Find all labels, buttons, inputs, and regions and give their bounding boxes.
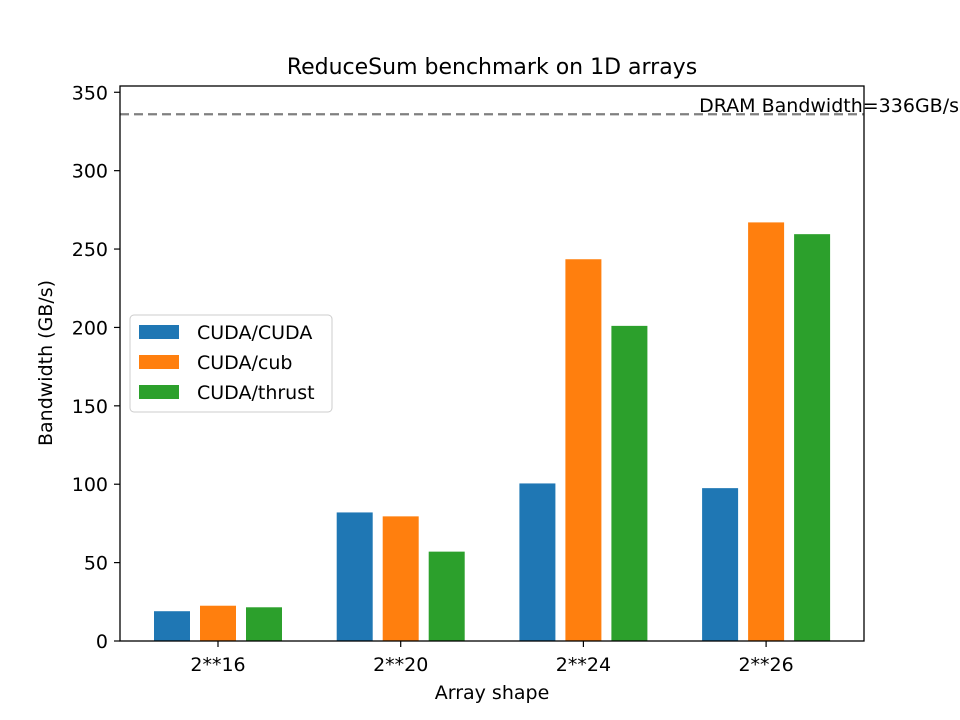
reference-line-label: DRAM Bandwidth=336GB/s — [699, 95, 959, 117]
legend-box — [129, 314, 333, 413]
bars-group — [154, 222, 831, 641]
legend-swatch-1 — [139, 355, 179, 369]
y-tick-label: 250 — [72, 239, 108, 261]
reference-line-group: DRAM Bandwidth=336GB/s — [120, 95, 959, 117]
y-tick-label: 350 — [72, 82, 108, 104]
y-axis-label: Bandwidth (GB/s) — [35, 280, 57, 446]
legend-label-0: CUDA/CUDA — [197, 322, 312, 344]
bar-cuda-thrust-0 — [246, 607, 282, 641]
legend-label-1: CUDA/cub — [197, 352, 292, 374]
x-tick-label: 2**16 — [190, 654, 245, 676]
bar-cuda-cub-3 — [748, 222, 785, 641]
y-tick-label: 150 — [72, 396, 108, 418]
bar-cuda-cuda-0 — [154, 611, 190, 641]
bar-cuda-thrust-3 — [794, 234, 831, 641]
x-tick-label: 2**24 — [556, 654, 611, 676]
plot-frame — [119, 85, 865, 642]
bar-cuda-thrust-2 — [611, 325, 648, 641]
bar-cuda-cub-0 — [200, 605, 236, 641]
y-axis: 0 50 100 150 200 250 300 350 — [72, 82, 120, 653]
legend-label-2: CUDA/thrust — [197, 382, 315, 404]
y-tick-label: 0 — [96, 631, 108, 653]
chart-title: ReduceSum benchmark on 1D arrays — [287, 55, 697, 80]
y-tick-label: 300 — [72, 161, 108, 183]
x-tick-label: 2**26 — [738, 654, 793, 676]
y-tick-label: 100 — [72, 474, 108, 496]
bar-cuda-cuda-1 — [336, 512, 373, 641]
x-tick-label: 2**20 — [373, 654, 428, 676]
legend-swatch-0 — [139, 325, 179, 339]
legend-swatch-2 — [139, 385, 179, 399]
bar-cuda-cub-2 — [565, 259, 602, 641]
bar-cuda-cuda-3 — [702, 488, 739, 641]
bar-cuda-cub-1 — [382, 516, 419, 641]
legend: CUDA/CUDA CUDA/cub CUDA/thrust — [129, 314, 333, 413]
bar-cuda-cuda-2 — [519, 483, 556, 641]
x-axis-label: Array shape — [435, 682, 550, 704]
y-tick-label: 200 — [72, 317, 108, 339]
y-tick-label: 50 — [84, 553, 108, 575]
bar-cuda-thrust-1 — [428, 551, 465, 641]
x-axis: 2**16 2**20 2**24 2**26 — [190, 641, 794, 676]
